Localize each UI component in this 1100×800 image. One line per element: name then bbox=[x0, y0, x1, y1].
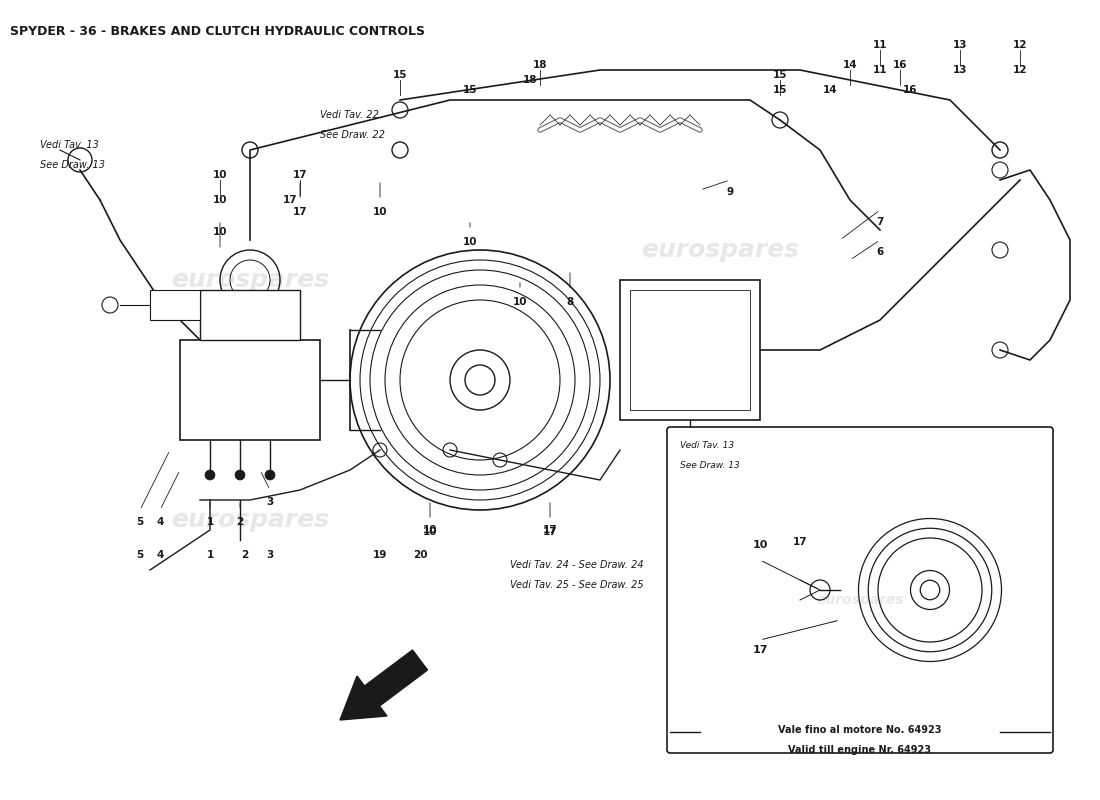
Text: 5: 5 bbox=[136, 517, 144, 527]
Bar bbox=[200, 290, 300, 340]
Text: 10: 10 bbox=[212, 195, 228, 205]
Text: 10: 10 bbox=[752, 540, 768, 550]
FancyArrow shape bbox=[340, 650, 428, 720]
Text: See Draw. 22: See Draw. 22 bbox=[320, 130, 385, 140]
Text: 17: 17 bbox=[293, 207, 307, 217]
Text: 17: 17 bbox=[542, 525, 558, 535]
Text: 7: 7 bbox=[877, 217, 883, 227]
Text: 4: 4 bbox=[156, 517, 164, 527]
Text: 14: 14 bbox=[823, 85, 837, 95]
Text: 11: 11 bbox=[872, 65, 888, 75]
Text: See Draw. 13: See Draw. 13 bbox=[680, 461, 739, 470]
Text: 14: 14 bbox=[843, 60, 857, 70]
Text: eurospares: eurospares bbox=[170, 268, 329, 292]
Circle shape bbox=[235, 470, 245, 480]
Text: 13: 13 bbox=[953, 65, 967, 75]
Text: Vale fino al motore No. 64923: Vale fino al motore No. 64923 bbox=[779, 725, 942, 735]
Text: 3: 3 bbox=[266, 550, 274, 560]
Text: 6: 6 bbox=[877, 247, 883, 257]
Text: 17: 17 bbox=[283, 195, 297, 205]
Text: Vedi Tav. 22: Vedi Tav. 22 bbox=[320, 110, 378, 120]
Text: 15: 15 bbox=[772, 70, 788, 80]
Text: 10: 10 bbox=[212, 227, 228, 237]
Bar bbox=[150, 290, 200, 320]
Text: SPYDER - 36 - BRAKES AND CLUTCH HYDRAULIC CONTROLS: SPYDER - 36 - BRAKES AND CLUTCH HYDRAULI… bbox=[10, 25, 425, 38]
Text: 11: 11 bbox=[872, 40, 888, 50]
Circle shape bbox=[636, 296, 644, 304]
Text: See Draw. 13: See Draw. 13 bbox=[40, 160, 104, 170]
Text: 17: 17 bbox=[793, 537, 807, 547]
Text: 20: 20 bbox=[412, 550, 427, 560]
Text: 10: 10 bbox=[212, 170, 228, 180]
Bar bbox=[630, 290, 750, 410]
Text: 10: 10 bbox=[422, 525, 438, 535]
Text: 5: 5 bbox=[136, 550, 144, 560]
Text: 10: 10 bbox=[513, 297, 527, 307]
Text: eurospares: eurospares bbox=[816, 593, 904, 607]
Text: 12: 12 bbox=[1013, 65, 1027, 75]
Text: 16: 16 bbox=[893, 60, 907, 70]
Text: 16: 16 bbox=[903, 85, 917, 95]
Text: 13: 13 bbox=[953, 40, 967, 50]
Text: 17: 17 bbox=[293, 170, 307, 180]
Text: eurospares: eurospares bbox=[170, 508, 329, 532]
Text: 2: 2 bbox=[241, 550, 249, 560]
Text: Valid till engine Nr. 64923: Valid till engine Nr. 64923 bbox=[789, 745, 932, 755]
Circle shape bbox=[636, 396, 644, 404]
Circle shape bbox=[265, 470, 275, 480]
Text: 10: 10 bbox=[463, 237, 477, 247]
Text: 15: 15 bbox=[772, 85, 788, 95]
Text: Vedi Tav. 24 - See Draw. 24: Vedi Tav. 24 - See Draw. 24 bbox=[510, 560, 644, 570]
Circle shape bbox=[736, 396, 744, 404]
Text: Vedi Tav. 13: Vedi Tav. 13 bbox=[40, 140, 99, 150]
FancyBboxPatch shape bbox=[667, 427, 1053, 753]
Text: 9: 9 bbox=[726, 187, 734, 197]
Text: 3: 3 bbox=[266, 497, 274, 507]
Text: eurospares: eurospares bbox=[641, 238, 799, 262]
Text: 10: 10 bbox=[422, 527, 438, 537]
Text: 1: 1 bbox=[207, 550, 213, 560]
Text: 12: 12 bbox=[1013, 40, 1027, 50]
Text: 4: 4 bbox=[156, 550, 164, 560]
Text: Vedi Tav. 13: Vedi Tav. 13 bbox=[680, 441, 734, 450]
Bar bbox=[620, 280, 760, 420]
Text: 19: 19 bbox=[373, 550, 387, 560]
Circle shape bbox=[205, 470, 214, 480]
Text: 15: 15 bbox=[393, 70, 407, 80]
Text: 15: 15 bbox=[463, 85, 477, 95]
Text: 8: 8 bbox=[566, 297, 573, 307]
Text: 10: 10 bbox=[373, 207, 387, 217]
Text: 17: 17 bbox=[542, 527, 558, 537]
Text: 18: 18 bbox=[532, 60, 548, 70]
Text: 17: 17 bbox=[752, 645, 768, 655]
Text: Vedi Tav. 25 - See Draw. 25: Vedi Tav. 25 - See Draw. 25 bbox=[510, 580, 644, 590]
Bar bbox=[180, 340, 320, 440]
Text: 1: 1 bbox=[207, 517, 213, 527]
Text: 2: 2 bbox=[236, 517, 243, 527]
Text: 18: 18 bbox=[522, 75, 537, 85]
Circle shape bbox=[736, 296, 744, 304]
